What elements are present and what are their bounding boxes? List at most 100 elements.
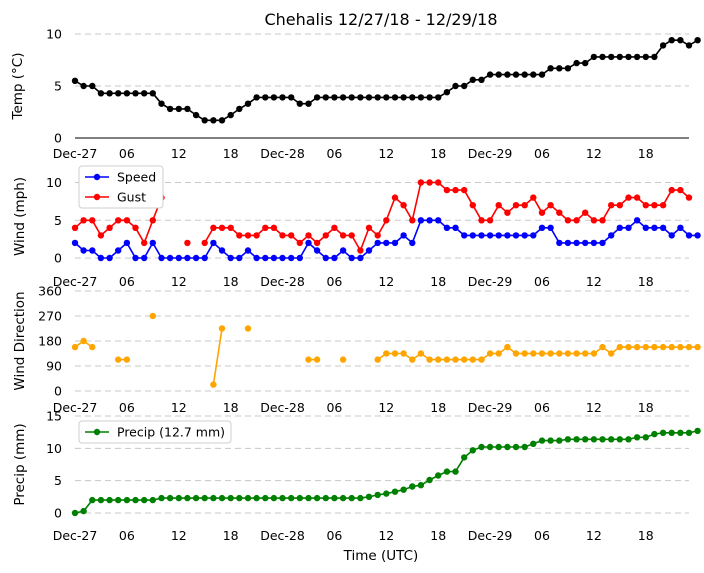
y-tick-label: 90 [46, 359, 62, 374]
data-point [115, 356, 122, 363]
data-point [288, 254, 295, 262]
data-point [218, 117, 226, 124]
data-point [149, 239, 156, 247]
y-tick-label: 5 [54, 79, 62, 94]
data-point [400, 94, 407, 101]
data-point [365, 224, 373, 231]
data-point [685, 429, 693, 436]
data-point [227, 254, 234, 262]
data-point [651, 343, 658, 351]
data-point [115, 217, 122, 224]
data-point [478, 76, 485, 84]
data-point [512, 350, 520, 357]
data-point [123, 356, 131, 363]
data-point [530, 71, 537, 78]
data-point [210, 239, 217, 247]
data-point [391, 94, 399, 101]
data-point [478, 356, 485, 363]
data-point [132, 224, 139, 231]
data-point [400, 486, 407, 493]
x-axis-label: Time (UTC) [343, 548, 419, 564]
y-tick-label: 0 [54, 384, 62, 399]
data-point [149, 312, 156, 320]
data-point [426, 476, 433, 484]
y-tick-label: 10 [46, 27, 62, 42]
data-point [599, 436, 606, 443]
x-tick-label: 12 [171, 274, 187, 289]
data-point [495, 443, 502, 451]
data-point [106, 254, 113, 262]
data-point [71, 77, 79, 85]
data-point [435, 179, 442, 186]
data-point [253, 254, 260, 262]
data-point [564, 217, 572, 224]
data-point [322, 232, 329, 239]
data-point [400, 232, 407, 239]
data-point [115, 90, 122, 97]
data-point [279, 94, 286, 101]
data-point [452, 356, 459, 363]
data-point [383, 490, 390, 497]
x-tick-label: 12 [378, 274, 394, 289]
data-point [391, 194, 399, 201]
data-point [659, 224, 667, 231]
series-gust [71, 179, 693, 254]
data-point [486, 232, 494, 239]
data-point [184, 254, 191, 262]
data-point [685, 194, 693, 201]
data-point [521, 232, 528, 239]
data-point [339, 94, 347, 101]
data-point [512, 443, 520, 451]
data-point [253, 94, 260, 101]
data-point [166, 105, 174, 113]
data-point [141, 496, 148, 504]
data-point [296, 100, 303, 107]
x-tick-label: 18 [223, 146, 239, 161]
legend-frame [78, 420, 232, 444]
data-point [322, 94, 329, 101]
data-point [608, 232, 615, 239]
data-point [158, 254, 165, 262]
y-axis-label: Wind Direction [12, 291, 28, 390]
x-tick-label: 18 [223, 274, 239, 289]
data-point [331, 494, 338, 502]
legend-marker [93, 173, 101, 181]
data-point [530, 350, 537, 357]
data-point [443, 468, 451, 475]
data-point [218, 224, 226, 231]
data-point [573, 436, 580, 443]
data-point [547, 350, 554, 357]
data-point [668, 37, 675, 44]
data-point [305, 100, 312, 107]
x-tick-label: 18 [430, 400, 446, 415]
data-point [244, 100, 252, 107]
data-point [625, 224, 632, 231]
data-point [270, 224, 278, 231]
data-point [313, 356, 321, 363]
data-point [469, 202, 476, 209]
data-point [556, 437, 563, 444]
series-speed [71, 217, 701, 262]
data-point [633, 217, 641, 224]
data-point [123, 496, 131, 504]
x-tick-label: 12 [171, 528, 187, 543]
data-point [642, 224, 649, 231]
data-point [253, 494, 260, 502]
data-point [296, 239, 303, 247]
data-point [659, 202, 667, 209]
series-line [377, 346, 698, 361]
x-tick-label: 18 [430, 274, 446, 289]
x-tick-label: 06 [534, 400, 550, 415]
y-tick-label: 5 [54, 473, 62, 488]
x-tick-label: Dec-27 [53, 400, 98, 415]
data-point [123, 90, 131, 97]
data-point [564, 239, 572, 247]
data-point [582, 209, 589, 216]
x-tick-label: Dec-27 [53, 274, 98, 289]
data-point [218, 325, 226, 332]
data-point [374, 94, 381, 101]
data-point [192, 494, 200, 502]
data-point [210, 117, 217, 124]
data-point [573, 350, 580, 357]
